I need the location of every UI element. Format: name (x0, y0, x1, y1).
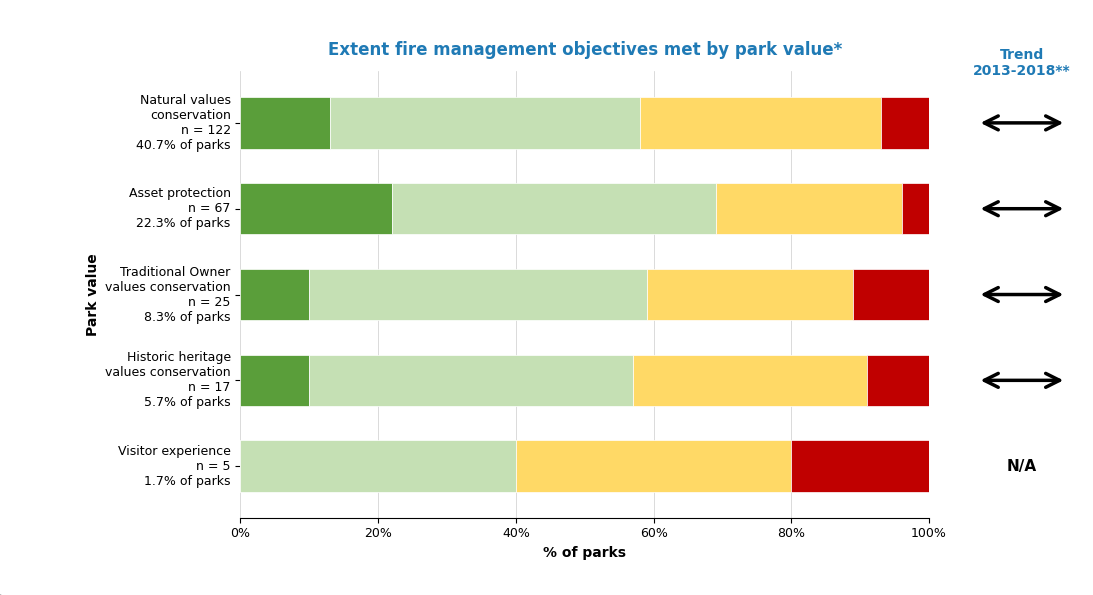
X-axis label: % of parks: % of parks (543, 546, 626, 560)
Text: N/A: N/A (1007, 459, 1037, 474)
Bar (639, 97, 881, 149)
Bar (240, 183, 392, 234)
Bar (881, 97, 929, 149)
Text: Trend
2013-2018**: Trend 2013-2018** (973, 48, 1071, 78)
Bar (902, 183, 929, 234)
Bar (647, 269, 854, 320)
Bar (392, 183, 716, 234)
Bar (867, 355, 929, 406)
Bar (330, 97, 639, 149)
Bar (240, 355, 309, 406)
Bar (240, 97, 330, 149)
Bar (854, 269, 929, 320)
Bar (716, 183, 902, 234)
Title: Extent fire management objectives met by park value*: Extent fire management objectives met by… (328, 40, 842, 59)
Bar (633, 355, 867, 406)
Bar (240, 269, 309, 320)
Bar (240, 440, 516, 492)
Bar (516, 440, 791, 492)
Bar (309, 269, 647, 320)
Bar (791, 440, 929, 492)
Y-axis label: Park value: Park value (85, 253, 99, 336)
Bar (309, 355, 633, 406)
